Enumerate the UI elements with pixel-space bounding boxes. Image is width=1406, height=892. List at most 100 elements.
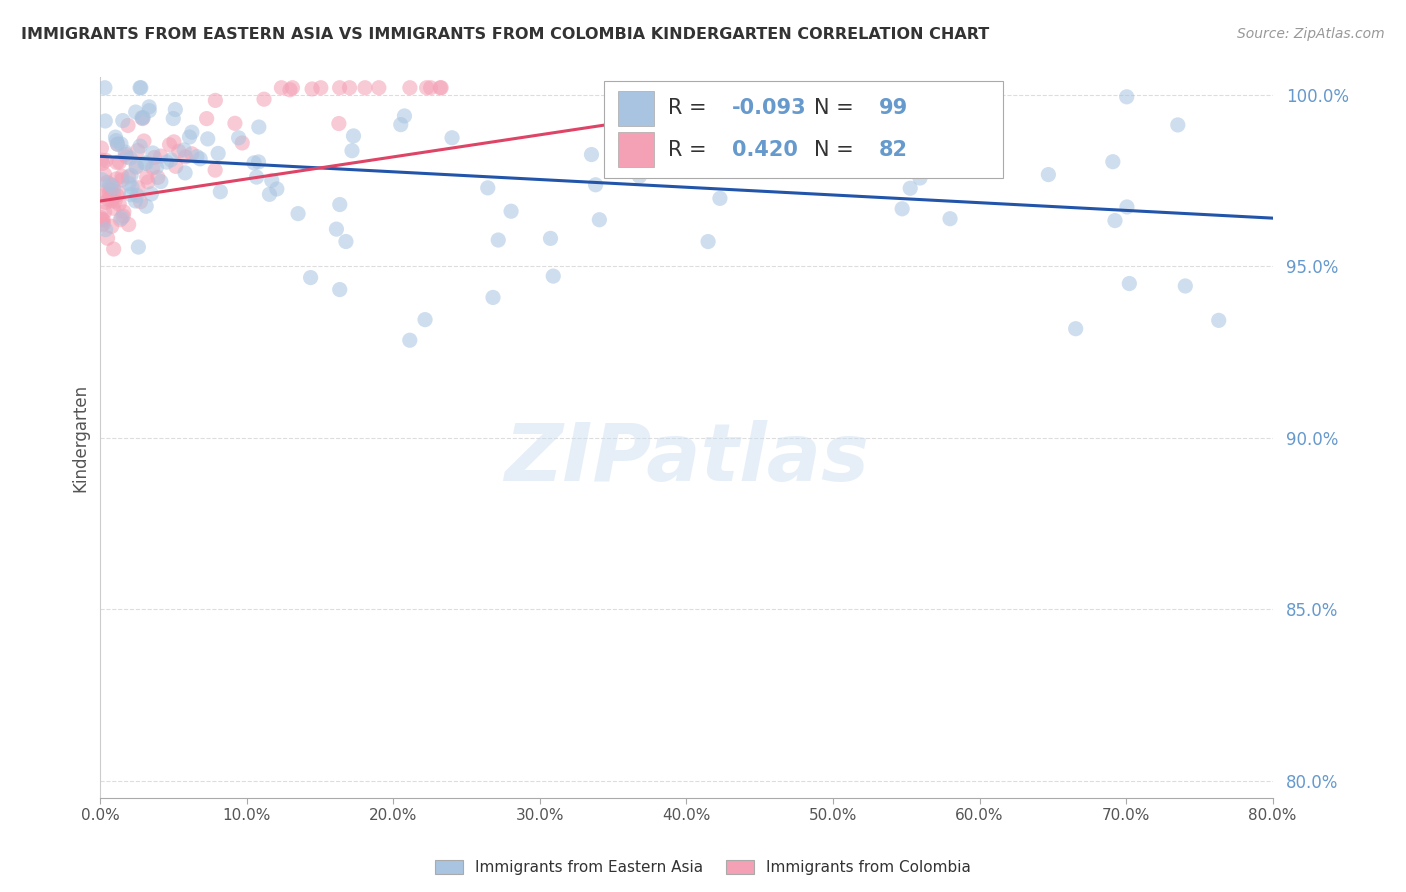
Point	[188, 152, 211, 166]
Point	[197, 132, 219, 146]
Text: 99: 99	[879, 98, 908, 119]
Point	[325, 222, 347, 236]
Point	[91, 172, 114, 186]
Point	[180, 146, 202, 161]
Point	[111, 169, 134, 184]
Point	[159, 137, 181, 152]
Point	[103, 186, 125, 201]
Point	[94, 222, 117, 236]
Point	[129, 80, 152, 95]
Point	[135, 156, 157, 170]
Text: Source: ZipAtlas.com: Source: ZipAtlas.com	[1237, 27, 1385, 41]
Point	[100, 219, 122, 234]
Point	[125, 159, 148, 173]
Point	[329, 197, 352, 211]
Point	[429, 80, 451, 95]
Point	[204, 94, 226, 108]
Point	[394, 109, 416, 123]
Point	[93, 205, 115, 219]
Point	[1174, 279, 1197, 293]
Point	[124, 194, 146, 208]
Text: N =: N =	[814, 139, 853, 160]
Point	[486, 233, 509, 247]
Point	[97, 192, 120, 206]
Point	[90, 211, 112, 225]
Text: 82: 82	[879, 139, 908, 160]
Point	[101, 178, 124, 193]
Text: -0.093: -0.093	[733, 98, 807, 119]
Point	[149, 175, 172, 189]
Point	[173, 143, 195, 157]
Point	[891, 202, 914, 216]
Text: IMMIGRANTS FROM EASTERN ASIA VS IMMIGRANTS FROM COLOMBIA KINDERGARTEN CORRELATIO: IMMIGRANTS FROM EASTERN ASIA VS IMMIGRAN…	[21, 27, 990, 42]
Point	[127, 240, 149, 254]
Point	[94, 153, 117, 168]
Point	[132, 134, 155, 148]
Text: R =: R =	[668, 98, 713, 119]
Point	[110, 212, 132, 227]
Point	[1038, 168, 1060, 182]
Point	[136, 175, 159, 189]
Point	[179, 130, 201, 145]
Point	[114, 145, 136, 160]
Y-axis label: Kindergarten: Kindergarten	[72, 384, 89, 491]
Point	[1101, 154, 1123, 169]
Point	[1208, 313, 1230, 327]
Point	[141, 186, 163, 201]
Point	[91, 212, 114, 227]
Point	[228, 131, 250, 145]
Point	[709, 191, 731, 205]
Point	[112, 205, 135, 219]
Point	[104, 130, 127, 145]
Point	[112, 209, 135, 223]
Point	[93, 168, 115, 182]
Point	[118, 218, 141, 232]
Point	[697, 235, 720, 249]
Point	[335, 235, 357, 249]
Point	[367, 80, 389, 95]
Point	[908, 171, 931, 186]
Point	[90, 153, 112, 168]
Point	[328, 116, 350, 130]
Point	[90, 141, 112, 155]
Point	[898, 181, 921, 195]
Point	[115, 150, 138, 164]
Point	[105, 134, 128, 148]
Point	[204, 163, 226, 178]
Point	[165, 160, 187, 174]
Point	[100, 183, 122, 197]
Point	[780, 129, 803, 144]
Point	[247, 155, 270, 169]
Point	[143, 151, 166, 165]
Point	[581, 147, 603, 161]
Point	[399, 80, 422, 95]
Point	[127, 180, 149, 194]
Point	[278, 83, 301, 97]
Point	[260, 173, 283, 187]
Point	[94, 80, 117, 95]
Point	[309, 80, 332, 95]
Point	[165, 103, 187, 117]
Point	[243, 156, 266, 170]
Point	[142, 146, 165, 161]
Point	[329, 80, 352, 95]
Point	[160, 153, 183, 167]
Point	[207, 146, 229, 161]
Point	[125, 188, 148, 202]
Point	[167, 145, 190, 159]
Point	[281, 80, 304, 95]
Point	[91, 189, 114, 203]
Point	[103, 201, 125, 215]
Point	[588, 212, 610, 227]
Point	[146, 170, 169, 185]
Point	[101, 194, 124, 208]
Point	[108, 197, 131, 211]
Point	[108, 155, 131, 169]
Point	[354, 80, 377, 95]
Point	[107, 186, 129, 200]
Point	[105, 155, 128, 169]
Point	[266, 182, 288, 196]
Point	[131, 111, 153, 125]
Point	[231, 136, 253, 150]
Point	[98, 178, 121, 192]
